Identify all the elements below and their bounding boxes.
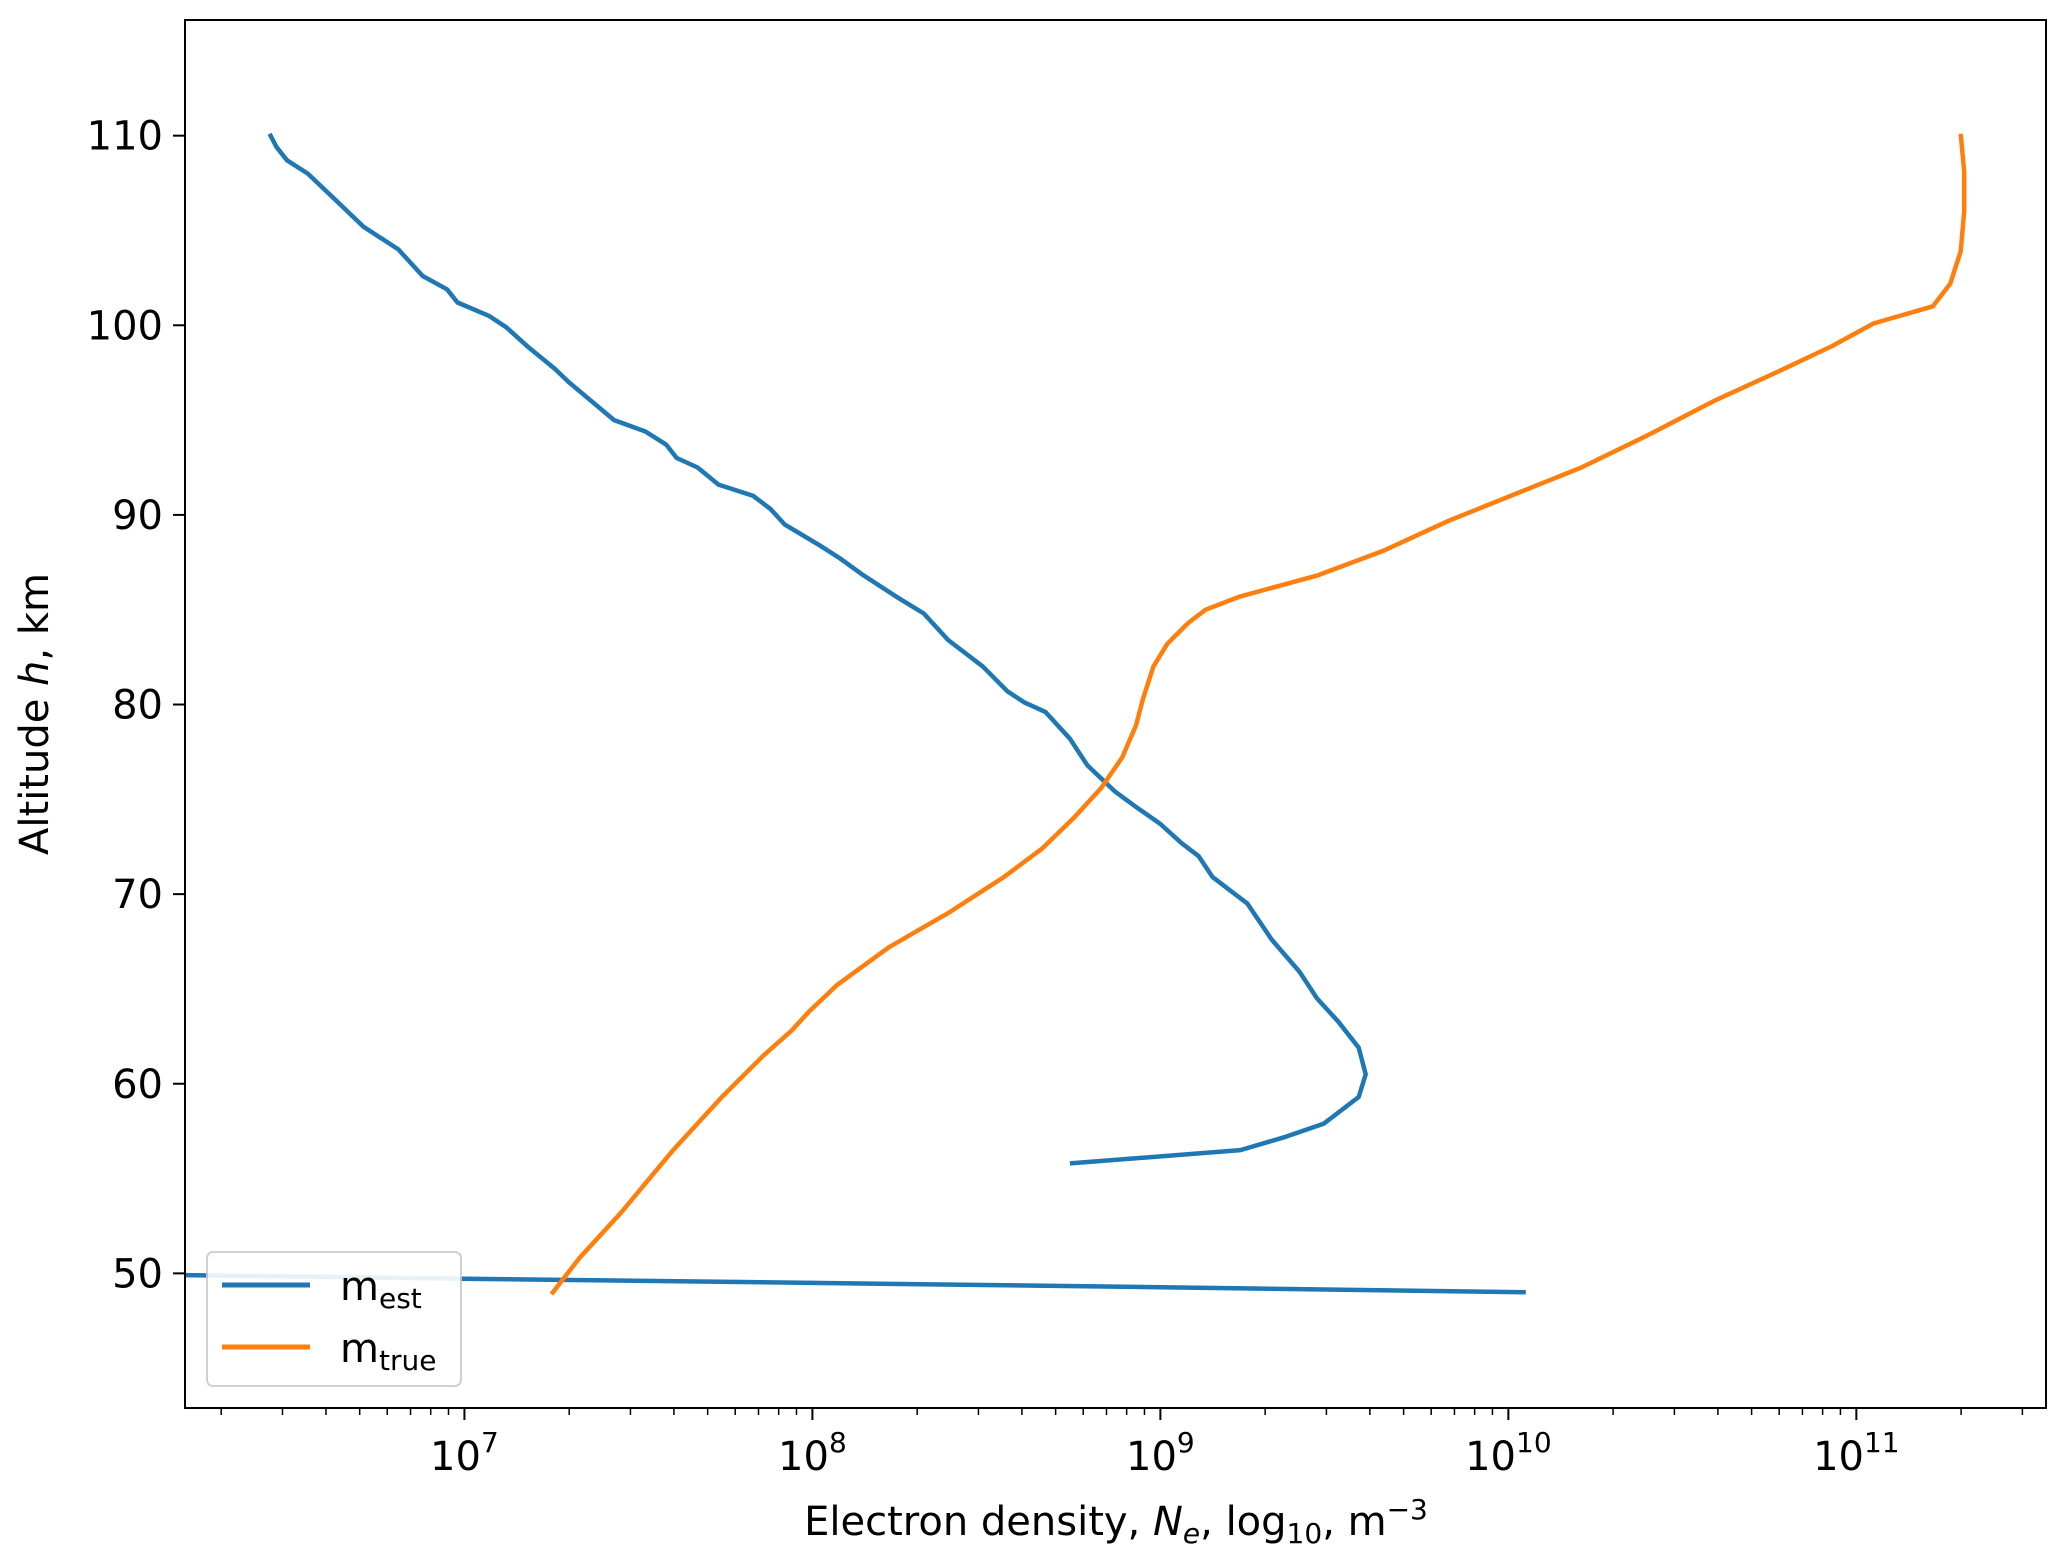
series-line-m-est	[185, 132, 1526, 1295]
y-tick-label: 100	[87, 303, 163, 349]
x-tick-label: 1010	[1465, 1426, 1552, 1480]
x-tick-label: 109	[1126, 1426, 1195, 1480]
x-tick-label: 108	[778, 1426, 847, 1480]
y-axis-label: Altitude h, km	[12, 573, 58, 855]
legend-label-m-est: mest	[340, 1264, 422, 1315]
y-tick-label: 70	[112, 872, 163, 918]
y-tick-label: 60	[112, 1062, 163, 1108]
x-tick-label: 107	[430, 1426, 499, 1480]
x-axis: 107 108 109 1010 1011	[220, 1408, 2024, 1480]
legend-label-m-true: mtrue	[340, 1326, 436, 1377]
plot-frame	[184, 19, 2047, 1409]
y-tick-label: 80	[112, 683, 163, 729]
series-line-m-true	[549, 133, 1967, 1296]
x-tick-label: 1011	[1813, 1426, 1900, 1480]
y-axis: 50 60 70 80 90 100 110	[87, 114, 185, 1297]
y-tick-label: 110	[87, 114, 163, 160]
x-axis-label: Electron density, Ne, log10, m−3	[804, 1493, 1428, 1550]
y-tick-label: 50	[112, 1251, 163, 1297]
legend: mest mtrue	[206, 1251, 462, 1387]
y-tick-label: 90	[112, 493, 163, 539]
series-layer	[185, 132, 1967, 1296]
